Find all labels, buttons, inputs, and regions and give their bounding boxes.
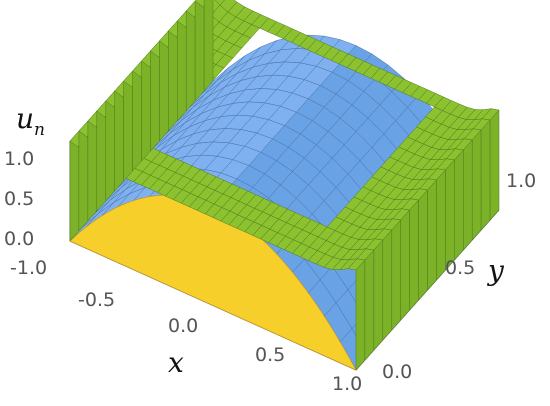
surface-facet [141,50,151,162]
z-tick-label: 0.0 [4,228,34,250]
y-axis: 0.0 0.5 1.0 y [382,170,536,383]
surface-facet [69,130,80,242]
surface-facet [454,149,464,261]
surface-facet [364,249,375,361]
surface-facet [177,10,187,122]
z-axis-title-base: u [16,102,34,135]
surface-facet [185,0,196,112]
y-tick-label: 0.5 [445,257,475,279]
surface-facet [480,119,491,231]
surface-facet [150,40,160,152]
x-tick-label: -0.5 [78,289,115,311]
x-tick-label: 0.0 [168,315,198,337]
z-axis-title: un [16,102,45,140]
x-tick-label: 1.0 [332,373,362,395]
z-axis: 0.0 0.5 1.0 un [4,102,45,250]
surface-facet [159,30,169,142]
surface-facet [114,80,124,192]
surface-facet [214,0,225,6]
x-tick-label: -1.0 [10,257,47,279]
surface-facet [168,20,178,132]
surface-facet [105,90,115,202]
z-tick-label: 0.5 [4,188,34,210]
surface-facet [391,219,401,331]
x-axis: -1.0 -0.5 0.0 0.5 1.0 x [10,257,362,395]
approximate-solution-surface [69,0,500,371]
surface-facet [418,189,428,301]
x-axis-title: x [168,346,184,379]
surface-facet [463,139,473,251]
y-axis-title: y [486,254,505,287]
surface-facet [382,229,393,341]
surface-facet [445,159,455,271]
surface-facet [373,239,384,351]
surface-facet [132,60,142,172]
surface-facet [471,129,482,241]
surface-facet [489,109,500,221]
y-tick-label: 1.0 [506,170,536,192]
surface-facet [427,179,437,291]
surface-facet [400,209,410,321]
z-axis-title-subscript: n [34,120,45,140]
surface-facet [123,70,133,182]
surface-facet [409,199,419,311]
surface-facet [87,110,98,222]
surface-facet [203,0,214,92]
surface-facet [194,0,205,102]
y-tick-label: 0.0 [382,361,412,383]
x-tick-label: 0.5 [255,344,285,366]
surface-facet [96,100,107,212]
z-tick-label: 1.0 [4,148,34,170]
surface-facet [355,259,366,371]
surface-facet [219,0,238,13]
surface-facet [78,120,89,232]
